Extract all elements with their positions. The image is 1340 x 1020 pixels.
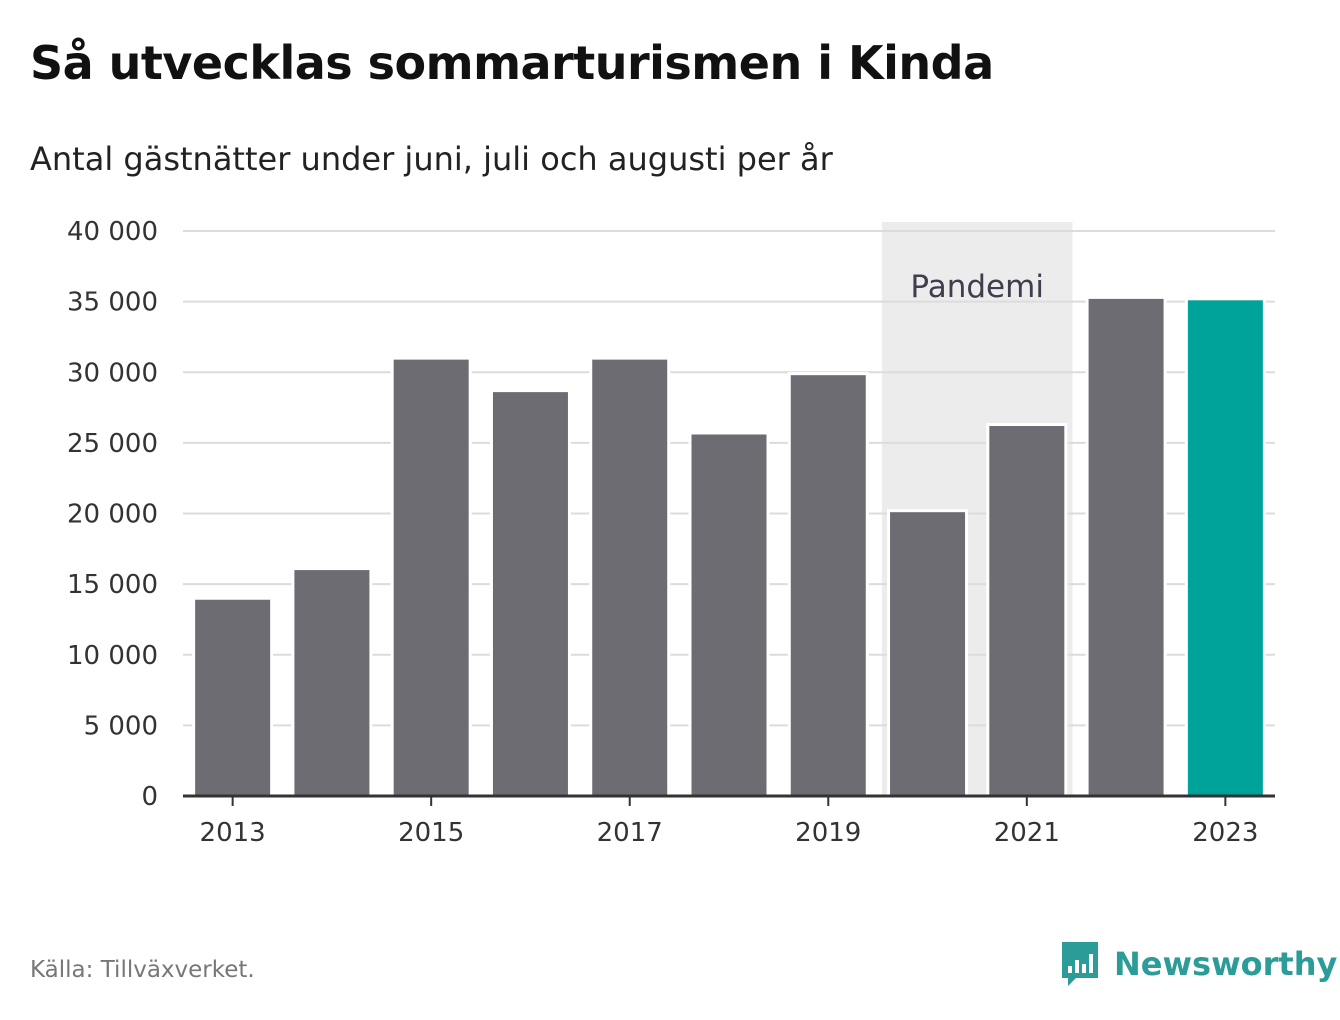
bar-2014 [291,567,373,798]
y-tick-label: 10 000 [67,641,158,671]
y-tick-label: 0 [141,782,158,812]
y-tick-label: 30 000 [67,358,158,388]
y-tick-label: 15 000 [67,570,158,600]
x-tick-label: 2015 [398,818,464,848]
y-tick-label: 35 000 [67,288,158,318]
x-tick-label: 2021 [994,818,1060,848]
bar-chart: Pandemi 0 5 000 10 000 15 000 20 000 25 000 30 … [67,217,1275,848]
bar-2013 [192,596,274,798]
newsworthy-logo-icon [1062,942,1098,986]
source-note: Källa: Tillväxverket. [30,957,255,983]
x-tick-label: 2017 [597,818,663,848]
chart-title: Så utvecklas sommarturismen i Kinda [30,36,994,90]
brand-logo: Newsworthy [1060,940,1337,988]
bar-2021 [986,423,1068,798]
x-tick-label: 2013 [200,818,266,848]
x-tick-label: 2023 [1192,818,1258,848]
y-tick-label: 20 000 [67,500,158,530]
pandemic-label: Pandemi [910,269,1044,305]
y-tick-label: 25 000 [67,429,158,459]
y-tick-label: 5 000 [84,711,158,741]
bar-2023 [1184,297,1266,798]
bar-2019 [787,372,869,798]
x-tick-label: 2019 [795,818,861,848]
bar-2016 [489,389,571,798]
bar-2017 [589,356,671,798]
y-tick-label: 40 000 [67,217,158,247]
bar-2020 [887,509,969,798]
brand-name: Newsworthy [1114,945,1338,983]
bar-2022 [1085,295,1167,798]
bar-2015 [390,356,472,798]
bar-2018 [688,431,770,798]
chart-subtitle: Antal gästnätter under juni, juli och au… [30,140,833,178]
